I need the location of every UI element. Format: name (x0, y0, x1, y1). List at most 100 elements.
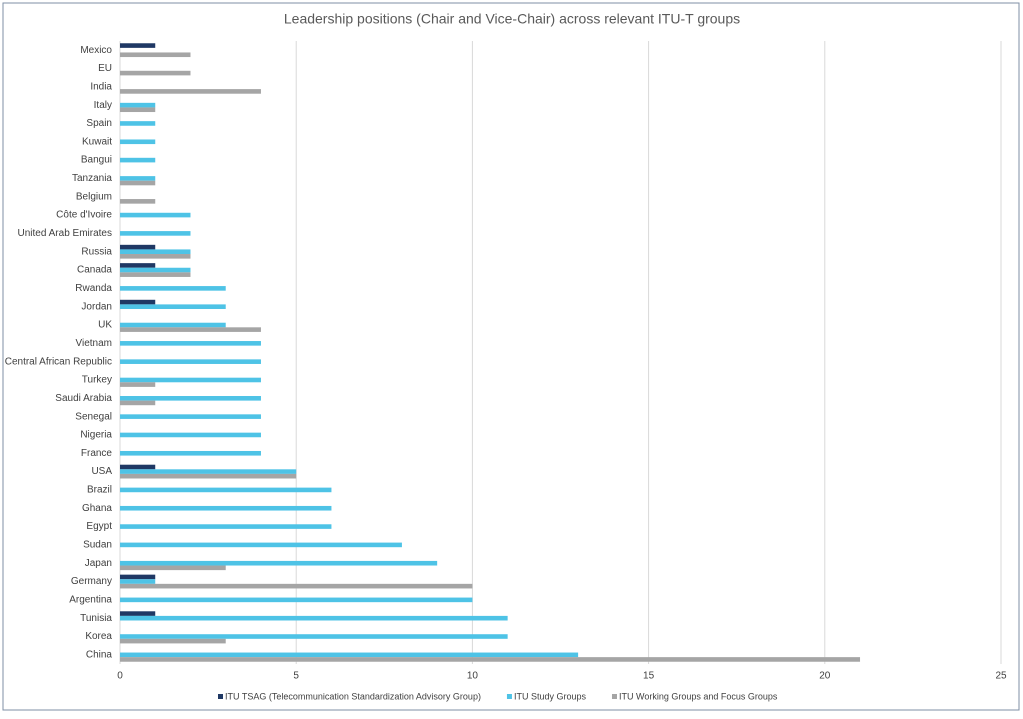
y-tick-label: EU (98, 63, 112, 74)
y-tick-label: Vietnam (75, 338, 112, 349)
bar (120, 139, 156, 145)
bar (120, 199, 156, 204)
bar (120, 579, 156, 584)
bar (120, 377, 261, 383)
bar (120, 652, 579, 658)
bar (120, 359, 261, 364)
bar (120, 299, 156, 305)
y-tick-label: India (90, 81, 112, 92)
y-tick-label: Germany (71, 576, 112, 587)
legend-swatch (218, 694, 223, 699)
bar (120, 432, 261, 438)
y-tick-label: Ghana (82, 503, 112, 514)
y-tick-label: Côte d'Ivoire (56, 210, 112, 221)
bar (120, 638, 226, 644)
y-tick-label: Tanzania (72, 173, 112, 184)
y-tick-label: Tunisia (80, 613, 112, 624)
bar (120, 414, 261, 419)
y-tick-label: Bangui (81, 155, 112, 166)
bar (120, 267, 191, 273)
bar (120, 469, 297, 474)
y-tick-label: Rwanda (75, 283, 112, 294)
bar (120, 254, 191, 259)
y-tick-label: Italy (94, 100, 112, 111)
y-tick-label: Nigeria (80, 430, 112, 441)
bar (120, 327, 261, 332)
y-tick-label: Jordan (81, 301, 112, 312)
y-tick-label: Spain (86, 118, 112, 129)
legend-label: ITU Study Groups (514, 691, 587, 701)
bar (120, 464, 156, 470)
x-tick-label: 0 (117, 671, 123, 682)
y-tick-label: Egypt (86, 521, 112, 532)
bar (120, 176, 156, 181)
y-tick-label: Japan (85, 558, 112, 569)
y-tick-label: Brazil (87, 485, 112, 496)
bar (120, 473, 297, 479)
legend-swatch (506, 694, 512, 699)
y-tick-label: Saudi Arabia (55, 393, 112, 404)
y-tick-label: United Arab Emirates (18, 228, 113, 239)
x-tick-label: 10 (467, 671, 479, 682)
y-tick-label: Mexico (80, 45, 112, 56)
bar (120, 102, 156, 108)
bar (120, 400, 156, 406)
bar (120, 43, 156, 48)
x-tick-label: 15 (643, 671, 655, 682)
bar (120, 121, 156, 126)
bar (120, 272, 191, 277)
bar (120, 244, 156, 250)
y-tick-label: Korea (85, 631, 112, 642)
bar (120, 597, 473, 603)
y-tick-label: Argentina (69, 595, 112, 606)
bar (120, 263, 156, 268)
bar (120, 89, 261, 94)
bar (120, 524, 332, 529)
y-tick-label: Turkey (82, 375, 112, 386)
legend-label: ITU Working Groups and Focus Groups (619, 691, 778, 701)
y-tick-label: Central African Republic (5, 356, 112, 367)
bar (120, 322, 226, 328)
bar (120, 396, 261, 401)
bar (120, 574, 156, 580)
y-tick-label: USA (91, 466, 112, 477)
bar (120, 615, 508, 621)
bar (120, 583, 473, 589)
bar (120, 231, 191, 236)
bar (120, 487, 332, 493)
bar (120, 304, 226, 309)
bar (120, 212, 191, 218)
bar (120, 70, 191, 76)
y-tick-label: Canada (77, 265, 112, 276)
bar (120, 542, 402, 548)
bar (120, 505, 332, 511)
bar (120, 634, 508, 639)
y-tick-label: Sudan (83, 540, 112, 551)
legend-label: ITU TSAG (Telecommunication Standardizat… (225, 691, 481, 701)
y-tick-label: Belgium (76, 191, 112, 202)
y-tick-label: Russia (81, 246, 112, 257)
bar (120, 341, 261, 346)
x-tick-label: 20 (819, 671, 831, 682)
bar (120, 657, 861, 662)
bar (120, 286, 226, 291)
y-tick-label: France (81, 448, 113, 459)
chart-title: Leadership positions (Chair and Vice-Cha… (284, 11, 740, 27)
y-tick-label: UK (98, 320, 112, 331)
legend-swatch (611, 694, 617, 699)
bar (120, 157, 156, 163)
bar (120, 450, 261, 456)
bar (120, 611, 156, 616)
bar (120, 180, 156, 186)
bar (120, 249, 191, 255)
bar (120, 565, 226, 571)
x-tick-label: 5 (293, 671, 299, 682)
y-tick-label: Kuwait (82, 136, 112, 147)
x-tick-label: 25 (995, 671, 1007, 682)
bar (120, 560, 438, 566)
bar (120, 382, 156, 387)
y-tick-label: China (86, 649, 113, 660)
y-tick-label: Senegal (75, 411, 112, 422)
